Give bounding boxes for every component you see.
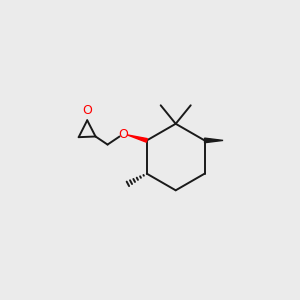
Polygon shape	[205, 138, 223, 143]
Text: O: O	[118, 128, 128, 141]
Text: O: O	[82, 104, 92, 117]
Polygon shape	[127, 135, 147, 142]
